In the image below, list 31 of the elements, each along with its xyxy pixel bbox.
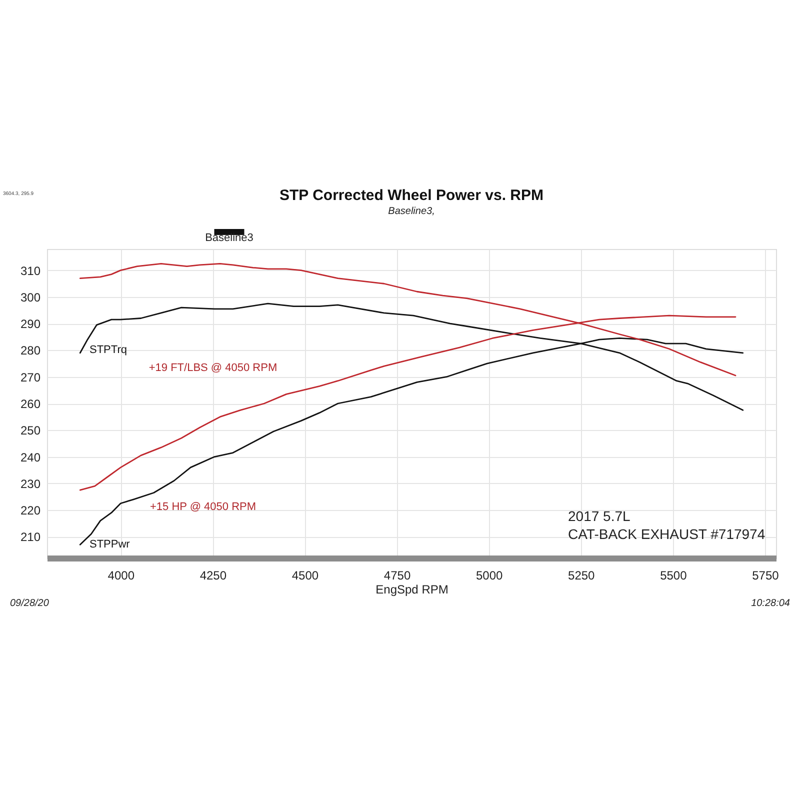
y-tick-label: 300 (20, 290, 41, 304)
annotation: +19 FT/LBS @ 4050 RPM (148, 362, 278, 374)
x-tick-label: 5750 (752, 568, 780, 582)
text: 09/28/20 (10, 598, 50, 609)
x-axis-title: EngSpd RPM (376, 582, 448, 596)
y-tick-label: 260 (20, 397, 41, 411)
y-tick-label: 280 (20, 344, 41, 358)
y-tick-label: 310 (20, 264, 41, 278)
y-tick-label: 210 (20, 530, 41, 544)
text: 10:28:04 (751, 598, 790, 609)
y-tick-label: 240 (20, 450, 41, 464)
annotation: 2017 5.7L (568, 508, 630, 524)
x-tick-label: 4250 (200, 568, 227, 582)
x-tick-label: 5250 (568, 568, 596, 582)
chart-title: STP Corrected Wheel Power vs. RPM (280, 187, 544, 204)
y-tick-label: 270 (20, 370, 41, 384)
annotation: STPPwr (90, 538, 130, 551)
x-tick-label: 4750 (384, 568, 411, 582)
annotation: CAT-BACK EXHAUST #717974 (568, 526, 766, 542)
annotation: +15 HP @ 4050 RPM (150, 501, 256, 513)
x-tick-label: 4000 (108, 568, 135, 582)
annotation: STPTrq (90, 344, 128, 356)
x-tick-label: 5000 (476, 568, 503, 582)
y-tick-label: 290 (20, 317, 41, 332)
chart-subtitle: Baseline3, (388, 206, 435, 217)
x-tick-label: 4500 (292, 568, 319, 582)
legend-label: Baseline3 (205, 232, 254, 244)
x-tick-label: 5500 (660, 568, 688, 582)
y-tick-label: 230 (20, 476, 41, 491)
y-tick-label: 220 (20, 504, 41, 518)
y-tick-label: 250 (20, 424, 41, 438)
